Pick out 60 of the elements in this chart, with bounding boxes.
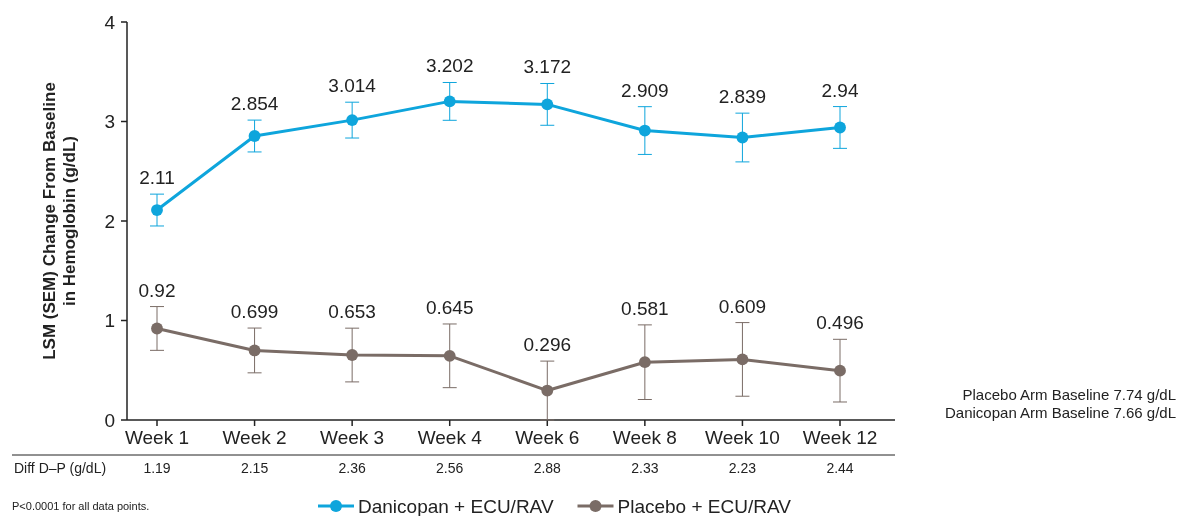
y-axis-title: LSM (SEM) Change From Baseline in Hemoglobin (g/dL)	[39, 82, 79, 360]
x-tick-label: Week 1	[124, 427, 190, 448]
x-tick-label: Week 12	[802, 427, 878, 448]
point	[638, 124, 651, 137]
data-label: 2.854	[230, 93, 279, 115]
point	[151, 204, 163, 216]
text: 2.33	[631, 460, 659, 476]
data-label: 0.653	[328, 301, 376, 323]
x-tick-label: Week 6	[515, 427, 580, 448]
data-label: 0.645	[425, 296, 474, 318]
point	[541, 98, 554, 111]
data-label: 0.609	[718, 295, 767, 317]
data-label: 0.699	[230, 301, 279, 323]
point	[443, 95, 456, 108]
data-label: 0.92	[138, 279, 176, 301]
text: 2.23	[728, 460, 757, 476]
text: P<0.0001 for all data points.	[12, 500, 150, 512]
y-tick-label: 1	[104, 310, 115, 332]
y-tick-label: 0	[104, 409, 115, 431]
text: 1.19	[143, 460, 171, 476]
x-tick-label: Week 8	[612, 427, 677, 448]
text: Danicopan Arm Baseline 7.66 g/dL	[945, 404, 1176, 421]
legend-label: Danicopan + ECU/RAV	[358, 495, 554, 516]
x-tick-label: Week 4	[417, 427, 483, 448]
x-tick-label: Week 3	[320, 427, 385, 448]
data-label: 2.839	[718, 86, 767, 108]
data-label: 0.496	[816, 312, 864, 334]
legend-label: Placebo + ECU/RAV	[617, 495, 792, 516]
point	[248, 130, 261, 142]
point	[443, 349, 456, 362]
point	[248, 344, 261, 357]
data-label: 0.296	[523, 334, 572, 356]
y-tick-label: 3	[104, 111, 115, 133]
x-tick-label: Week 2	[222, 427, 287, 448]
point	[638, 356, 651, 369]
data-label: 3.172	[523, 56, 572, 78]
data-label: 2.11	[139, 167, 175, 189]
text: 2.36	[338, 460, 366, 476]
data-label: 2.909	[621, 79, 669, 101]
y-tick-label: 2	[104, 210, 115, 232]
text: Diff D–P (g/dL)	[14, 460, 107, 476]
data-label: 3.202	[425, 55, 474, 77]
text: 2.88	[533, 460, 562, 476]
text: 2.15	[240, 460, 269, 476]
point	[834, 121, 846, 134]
point	[736, 131, 749, 144]
x-tick-label: Week 10	[705, 427, 780, 448]
data-label: 3.014	[328, 75, 377, 97]
point	[541, 384, 554, 397]
point	[736, 353, 749, 366]
point	[346, 349, 359, 361]
data-label: 2.94	[821, 79, 859, 101]
y-tick-label: 4	[104, 11, 116, 33]
point	[151, 322, 163, 335]
text: 2.56	[436, 460, 464, 476]
data-label: 0.581	[621, 297, 669, 319]
text: 2.44	[826, 460, 854, 476]
point	[834, 364, 846, 377]
point	[346, 114, 359, 127]
text: Placebo Arm Baseline 7.74 g/dL	[962, 386, 1176, 403]
